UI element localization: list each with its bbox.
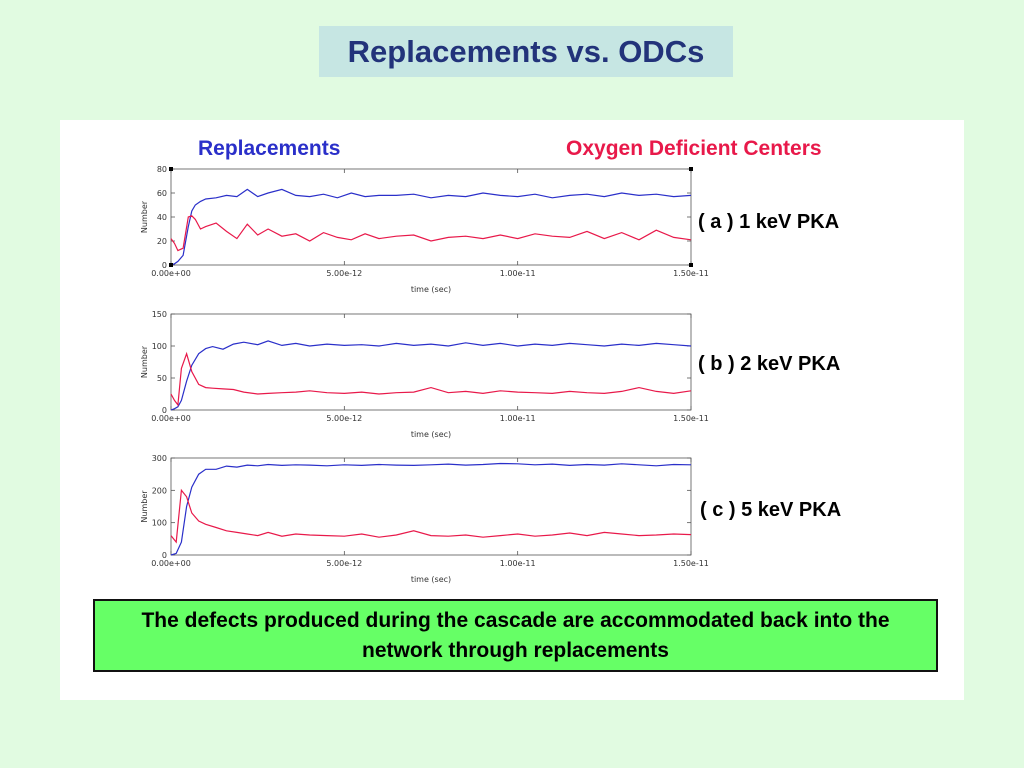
replacements-series-line xyxy=(170,188,692,266)
corner-handle xyxy=(689,263,693,267)
x-tick-label: 0.00e+00 xyxy=(151,269,191,278)
x-axis-label: time (sec) xyxy=(411,575,451,584)
corner-handle xyxy=(169,263,173,267)
y-axis-label: Number xyxy=(140,345,149,378)
y-tick-label: 40 xyxy=(157,213,167,222)
replacements-series-line xyxy=(170,462,692,556)
x-tick-label: 1.00e-11 xyxy=(500,559,536,568)
label-5kev: ( c ) 5 keV PKA xyxy=(700,499,842,521)
x-tick-label: 1.00e-11 xyxy=(500,414,536,423)
x-tick-label: 1.50e-11 xyxy=(673,559,709,568)
y-tick-label: 100 xyxy=(152,342,167,351)
page-title: Replacements vs. ODCs xyxy=(347,33,705,69)
y-tick-label: 50 xyxy=(157,374,167,383)
y-tick-label: 20 xyxy=(157,237,167,246)
odc-series-line xyxy=(170,215,692,252)
label-2kev: ( b ) 2 keV PKA xyxy=(698,353,841,375)
legend-replacements: Replacements xyxy=(198,137,341,160)
y-tick-label: 60 xyxy=(157,189,167,198)
y-tick-label: 0 xyxy=(162,261,167,270)
x-tick-label: 1.50e-11 xyxy=(673,269,709,278)
y-axis-label: Number xyxy=(140,490,149,523)
plot-frame xyxy=(170,313,692,411)
x-tick-label: 5.00e-12 xyxy=(326,414,362,423)
y-tick-label: 100 xyxy=(152,519,167,528)
replacements-series-line xyxy=(170,340,692,411)
note-text: The defects produced during the cascade … xyxy=(141,608,890,662)
y-axis-label: Number xyxy=(140,200,149,233)
legend-odc: Oxygen Deficient Centers xyxy=(566,137,822,160)
x-axis-label: time (sec) xyxy=(411,430,451,439)
corner-handle xyxy=(689,167,693,171)
note-box: The defects produced during the cascade … xyxy=(93,599,938,672)
x-tick-label: 1.00e-11 xyxy=(500,269,536,278)
y-tick-label: 0 xyxy=(162,406,167,415)
x-tick-label: 5.00e-12 xyxy=(326,269,362,278)
x-tick-label: 5.00e-12 xyxy=(326,559,362,568)
x-tick-label: 1.50e-11 xyxy=(673,414,709,423)
x-tick-label: 0.00e+00 xyxy=(151,414,191,423)
plot-frame xyxy=(170,457,692,556)
y-tick-label: 300 xyxy=(152,454,167,463)
y-tick-label: 200 xyxy=(152,486,167,495)
x-tick-label: 0.00e+00 xyxy=(151,559,191,568)
label-1kev: ( a ) 1 keV PKA xyxy=(698,211,840,233)
y-tick-label: 80 xyxy=(157,165,167,174)
title-box: Replacements vs. ODCs xyxy=(319,26,733,77)
y-tick-label: 0 xyxy=(162,551,167,560)
y-tick-label: 150 xyxy=(152,310,167,319)
plot-frame xyxy=(170,168,692,266)
x-axis-label: time (sec) xyxy=(411,285,451,294)
odc-series-line xyxy=(170,351,692,407)
odc-series-line xyxy=(170,488,692,544)
corner-handle xyxy=(169,167,173,171)
